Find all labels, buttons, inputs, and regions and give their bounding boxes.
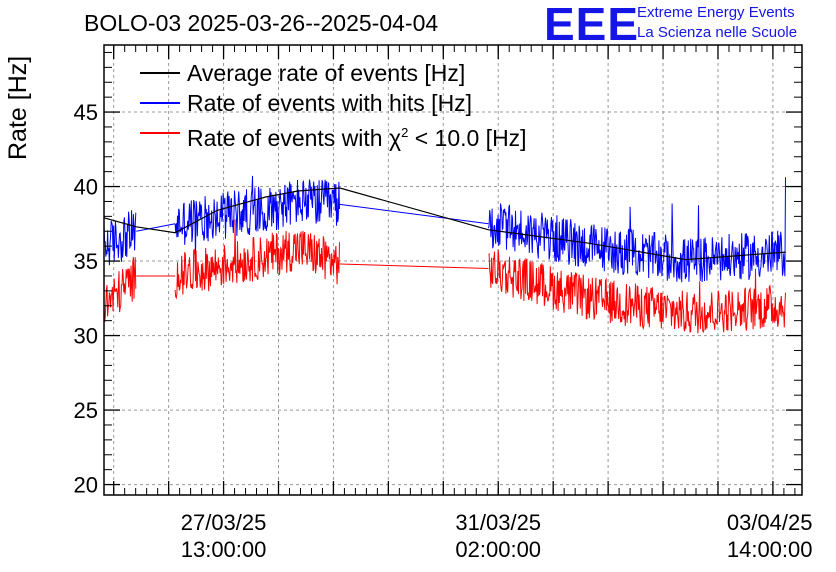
y-tick-label: 20 [74,473,98,498]
eee-logo-mark: EEE [544,0,640,50]
y-tick-label: 25 [74,398,98,423]
legend-swatch-average [140,72,180,74]
grid-lines [104,45,802,495]
series-chi2-line [103,219,786,334]
plot-frame [103,44,803,496]
series-average-line [103,187,786,261]
y-axis-label: Rate [Hz] [4,55,32,160]
x-tick-label-time: 14:00:00 [727,537,813,562]
y-tick-label: 35 [74,249,98,274]
x-tick-label-date: 03/04/25 [727,510,813,535]
y-tick-label: 40 [74,175,98,200]
logo-text-line2: La Scienza nelle Scuole [637,24,798,41]
y-tick-label: 45 [74,100,98,125]
x-tick-label-time: 02:00:00 [455,537,541,562]
legend-chi2-superscript: 2 [401,125,409,140]
legend-chi2-prefix: Rate of events with χ [187,125,402,151]
legend-label-average: Average rate of events [Hz] [187,60,466,86]
x-tick-label-date: 27/03/25 [181,510,267,535]
series-layer [103,175,786,334]
legend-swatch-hits [140,102,180,104]
x-tick-label-date: 31/03/25 [455,510,541,535]
legend-chi2-suffix: < 10.0 [Hz] [408,125,527,151]
legend-label-chi2: Rate of events with χ2 < 10.0 [Hz] [187,118,527,153]
legend-swatch-chi2 [140,132,180,134]
x-tick-label-time: 13:00:00 [181,537,267,562]
legend-label-hits: Rate of events with hits [Hz] [187,90,473,116]
logo-text-line1: Extreme Energy Events [637,4,795,21]
y-tick-label: 30 [74,324,98,349]
series-hits-line [103,175,786,283]
chart-title: BOLO-03 2025-03-26--2025-04-04 [84,10,439,36]
